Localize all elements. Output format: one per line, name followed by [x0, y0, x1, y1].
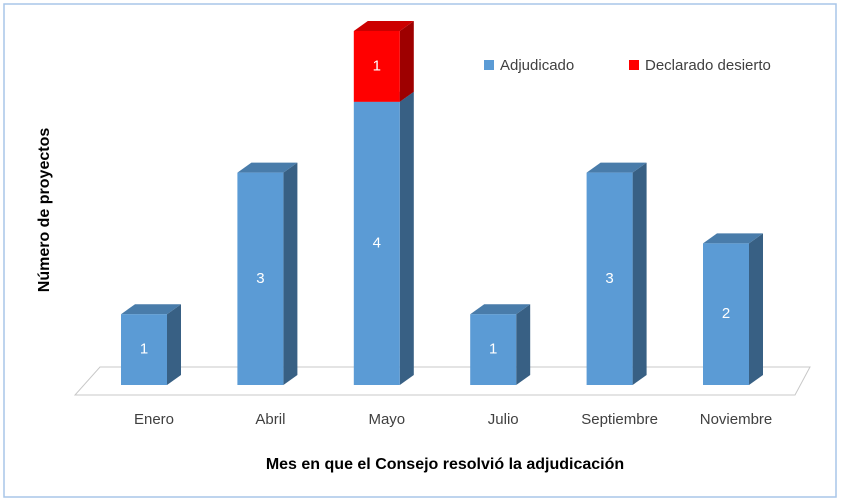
data-label: 3 [605, 270, 613, 287]
data-label: 3 [256, 270, 264, 287]
data-label: 1 [140, 341, 148, 358]
bar [586, 172, 633, 385]
data-label: 4 [373, 234, 381, 251]
bar-side [516, 304, 531, 385]
legend-label: Adjudicado [500, 57, 574, 74]
bar-top [470, 304, 531, 315]
x-tick-label: Noviembre [700, 411, 773, 428]
x-tick-label: Enero [134, 411, 174, 428]
bar [703, 243, 749, 385]
data-label: 1 [373, 57, 381, 74]
legend-swatch [484, 60, 494, 70]
bar [237, 172, 284, 385]
chart-border [3, 3, 837, 498]
bar-top [237, 162, 298, 173]
data-label: 1 [489, 341, 497, 358]
bar-top [121, 304, 181, 315]
floor [73, 366, 811, 396]
legend-label: Declarado desierto [645, 57, 771, 74]
legend-swatch [629, 60, 639, 70]
x-tick-label: Julio [488, 411, 519, 428]
data-label: 2 [722, 305, 730, 322]
bar-top [586, 162, 647, 173]
x-tick-label: Septiembre [581, 411, 658, 428]
bar-top [353, 21, 414, 31]
x-tick-label: Mayo [368, 411, 405, 428]
bar [470, 314, 517, 385]
bar-top [703, 233, 763, 244]
bar [353, 31, 400, 102]
bar [121, 314, 167, 385]
x-axis-title: Mes en que el Consejo resolvió la adjudi… [266, 456, 624, 473]
bar-side [632, 162, 647, 385]
bar-side [399, 21, 414, 102]
bar [353, 101, 400, 386]
bar-side [749, 233, 763, 385]
bar-side [283, 162, 298, 385]
bar-side [399, 91, 414, 386]
y-axis-title: Número de proyectos [36, 128, 53, 293]
bar-side [167, 304, 181, 385]
x-tick-label: Abril [255, 411, 285, 428]
